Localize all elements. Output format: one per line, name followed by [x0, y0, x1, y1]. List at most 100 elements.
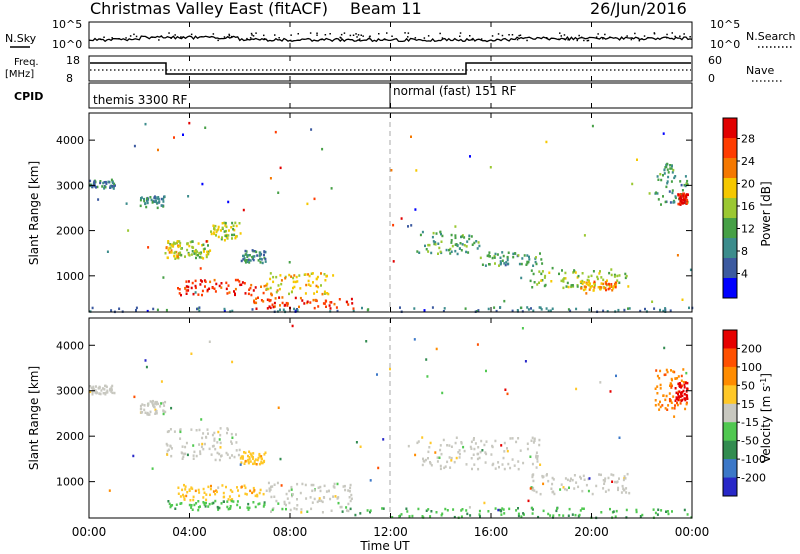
nsearch-point [501, 34, 504, 37]
power-panel: 4000 3000 2000 1000 Slant Range [km] 28 24 20… [27, 112, 773, 314]
echo-region-2 [139, 195, 166, 210]
y-tick-label: 4000 [56, 339, 84, 352]
colorbar-tick-label: 12 [741, 223, 755, 236]
nsearch-point [647, 37, 649, 39]
x-tick-label: 00:00 [675, 525, 710, 539]
nsearch-point [560, 35, 562, 37]
x-tick-label: 08:00 [273, 525, 308, 539]
nsearch-point [386, 32, 388, 34]
echo-region-13 [529, 266, 630, 290]
velocity-ylabel: Slant Range [km] [27, 366, 41, 470]
colorbar-tick-label: -15 [741, 416, 759, 429]
nsearch-point [583, 39, 585, 42]
nsky-trace [88, 35, 693, 43]
nsearch-point [679, 35, 681, 37]
echo-region-2 [139, 399, 167, 416]
power-colorbar-label: Power [dB] [759, 181, 773, 246]
colorbar-tick-label: -200 [741, 472, 766, 485]
sparse-echoes [97, 121, 692, 303]
colorbar-tick-label: 28 [741, 133, 755, 146]
nsearch-point [340, 37, 342, 39]
nsearch-point [621, 36, 623, 39]
velocity-panel: 4000 3000 2000 1000 Slant Range [km] 200 100… [27, 317, 773, 520]
x-tick-label: 20:00 [574, 525, 609, 539]
nsearch-point [643, 35, 646, 37]
colorbar-swatch [723, 238, 737, 259]
nsearch-point [508, 34, 510, 36]
echo-region-3 [164, 240, 182, 260]
nsearch-point [526, 39, 528, 42]
nsearch-point [671, 32, 673, 34]
cpid-segment-1: themis 3300 RF [93, 93, 187, 107]
colorbar-frame [722, 329, 738, 497]
nsearch-point [249, 37, 252, 39]
nsearch-point [563, 38, 566, 40]
nsearch-point [158, 39, 160, 41]
nsearch-point [604, 33, 606, 36]
nsearch-point [469, 35, 471, 37]
colorbar-tick-label: 50 [741, 379, 755, 392]
nsearch-point [631, 37, 634, 39]
colorbar-swatch [723, 348, 737, 368]
cpid-segment-2: normal (fast) 151 RF [393, 84, 517, 98]
power-colorbar: 28 24 20 16 12 8 4 [722, 117, 755, 299]
echo-region-4 [239, 450, 267, 466]
nsearch-point [290, 34, 292, 36]
colorbar-swatch [723, 459, 737, 479]
nsearch-point [340, 33, 343, 36]
colorbar-swatch [723, 198, 737, 219]
nsearch-point [263, 34, 265, 37]
echo-region-5 [210, 221, 242, 242]
nsky-label: N.Sky [5, 32, 37, 45]
nsearch-point [634, 32, 636, 35]
cpid-panel: CPID themis 3300 RF normal (fast) 151 RF [14, 82, 693, 109]
echo-region-14 [579, 280, 617, 292]
colorbar-tick-label: 16 [741, 200, 755, 213]
nsearch-point [246, 37, 248, 40]
nsearch-label: N.Search [746, 30, 796, 43]
nsearch-point [666, 33, 668, 36]
power-ylabel: Slant Range [km] [27, 161, 41, 265]
nsearch-point [359, 38, 361, 40]
power-data [89, 121, 694, 314]
freq-label: Freq. [14, 57, 39, 68]
nsearch-point [407, 36, 409, 38]
nsearch-point [339, 36, 341, 39]
nsearch-point [355, 33, 357, 35]
nsearch-point [407, 32, 410, 34]
nsearch-point [231, 35, 233, 38]
nave-tick-low: 0 [708, 72, 715, 85]
colorbar-tick-label: 4 [741, 268, 748, 281]
nsearch-point [357, 34, 360, 36]
nsearch-point [255, 32, 257, 34]
noise-tick-high-right: 10^5 [710, 18, 740, 31]
nsearch-point [559, 32, 561, 34]
nsearch-point [170, 37, 172, 39]
beam-label: Beam 11 [350, 0, 422, 18]
nsearch-point [129, 35, 132, 37]
nsearch-point [545, 37, 548, 39]
nsearch-point [250, 32, 253, 35]
nsearch-point [168, 32, 170, 34]
nsearch-point [384, 38, 386, 41]
nsearch-point [511, 34, 514, 36]
nave-tick-high: 60 [708, 54, 722, 67]
nsearch-point [99, 38, 102, 40]
cpid-label: CPID [14, 90, 43, 103]
echo-region-16 [677, 192, 689, 206]
nsearch-point [497, 33, 500, 35]
nsearch-point [546, 37, 549, 40]
nsearch-point [459, 32, 462, 34]
nsearch-point [414, 37, 417, 39]
nsearch-point [563, 34, 566, 36]
y-tick-label: 2000 [56, 430, 84, 443]
colorbar-swatch [723, 218, 737, 239]
echo-region-3 [165, 427, 241, 462]
velocity-data [89, 324, 693, 520]
echo-region-11 [654, 368, 689, 411]
nsearch-point [252, 35, 255, 37]
colorbar-swatch [723, 440, 737, 460]
x-axis-ticks: 00:00 04:00 08:00 12:00 16:00 20:00 00:00 [72, 22, 710, 539]
y-tick-label: 3000 [56, 385, 84, 398]
colorbar-tick-label: 200 [741, 342, 762, 355]
